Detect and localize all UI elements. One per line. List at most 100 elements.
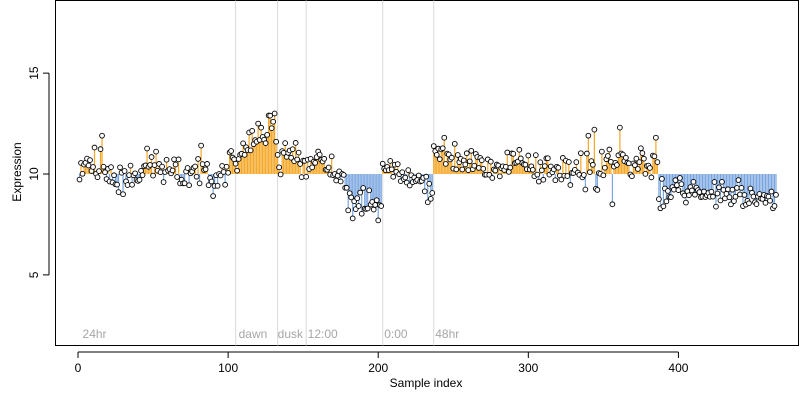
data-point bbox=[220, 169, 227, 175]
data-point bbox=[345, 207, 352, 214]
data-point bbox=[660, 203, 667, 210]
data-point bbox=[312, 159, 319, 166]
y-tick-label: 15 bbox=[27, 66, 41, 80]
data-point bbox=[632, 162, 638, 169]
data-point bbox=[540, 176, 547, 183]
data-point bbox=[120, 191, 126, 198]
data-point bbox=[651, 153, 658, 160]
data-point bbox=[567, 182, 574, 188]
data-point bbox=[258, 124, 264, 131]
data-point bbox=[202, 166, 209, 173]
data-point bbox=[271, 110, 278, 117]
data-point bbox=[192, 163, 198, 170]
data-point bbox=[364, 205, 371, 212]
data-point bbox=[510, 150, 517, 157]
data-point bbox=[581, 172, 587, 178]
data-point bbox=[390, 173, 397, 180]
data-point bbox=[270, 118, 276, 125]
data-point bbox=[193, 173, 200, 180]
data-point bbox=[439, 145, 446, 152]
data-point bbox=[79, 170, 86, 177]
data-point bbox=[421, 188, 428, 195]
data-point bbox=[87, 157, 93, 163]
data-point bbox=[636, 159, 643, 165]
data-point bbox=[741, 192, 748, 198]
data-point bbox=[475, 165, 482, 171]
data-point bbox=[354, 195, 361, 202]
data-point bbox=[225, 169, 231, 176]
data-point bbox=[585, 132, 592, 139]
data-point bbox=[710, 193, 716, 200]
x-axis-title: Sample index bbox=[390, 376, 463, 390]
data-point bbox=[696, 189, 703, 195]
y-tick-label: 10 bbox=[27, 167, 41, 181]
data-point bbox=[565, 159, 572, 165]
data-point bbox=[496, 173, 503, 180]
data-point bbox=[480, 165, 487, 172]
data-point bbox=[717, 197, 724, 204]
data-point bbox=[111, 172, 117, 179]
data-point bbox=[214, 182, 221, 189]
data-point bbox=[228, 148, 234, 154]
data-point bbox=[127, 162, 134, 169]
data-point bbox=[247, 147, 254, 154]
data-point bbox=[558, 176, 565, 183]
data-point bbox=[451, 140, 458, 147]
data-point bbox=[298, 174, 305, 180]
data-point bbox=[316, 151, 323, 158]
x-tick-label: 300 bbox=[518, 361, 538, 375]
data-point bbox=[340, 172, 347, 178]
data-point bbox=[517, 155, 524, 162]
data-point bbox=[148, 154, 155, 160]
data-point bbox=[692, 191, 698, 198]
data-point bbox=[762, 199, 769, 206]
data-point bbox=[606, 146, 613, 153]
data-point bbox=[605, 153, 611, 159]
data-point bbox=[653, 134, 659, 141]
data-point bbox=[375, 217, 382, 224]
data-point bbox=[448, 154, 455, 161]
data-point bbox=[184, 165, 191, 171]
data-point bbox=[614, 162, 620, 168]
phase-label: dawn bbox=[239, 327, 268, 341]
data-point bbox=[76, 176, 83, 183]
x-tick-label: 200 bbox=[368, 361, 388, 375]
data-point bbox=[711, 179, 718, 185]
data-point bbox=[584, 150, 590, 157]
data-point bbox=[100, 163, 107, 170]
data-point bbox=[366, 187, 373, 194]
data-point bbox=[303, 173, 310, 180]
data-point bbox=[582, 186, 589, 193]
data-point bbox=[198, 142, 204, 149]
data-point bbox=[96, 168, 102, 174]
data-point bbox=[321, 155, 328, 162]
data-point bbox=[388, 166, 395, 173]
data-point bbox=[466, 158, 473, 165]
data-point bbox=[623, 154, 629, 161]
data-point bbox=[163, 156, 170, 163]
data-point bbox=[97, 146, 104, 153]
data-point bbox=[639, 150, 646, 156]
data-point bbox=[196, 180, 203, 187]
phase-label: 24hr bbox=[83, 327, 107, 341]
x-tick-label: 100 bbox=[218, 361, 238, 375]
data-point bbox=[654, 159, 661, 165]
data-point bbox=[453, 166, 460, 173]
data-point bbox=[641, 155, 647, 162]
data-point bbox=[292, 140, 299, 146]
data-point bbox=[713, 203, 719, 210]
data-point bbox=[671, 186, 677, 193]
data-point bbox=[208, 178, 215, 185]
data-point bbox=[204, 161, 210, 167]
data-point bbox=[544, 155, 551, 162]
data-point bbox=[600, 172, 607, 179]
data-point bbox=[659, 176, 665, 182]
y-axis: 5 10 15 bbox=[27, 66, 50, 278]
phase-label: 0:00 bbox=[384, 327, 408, 341]
data-point bbox=[289, 146, 296, 153]
data-point bbox=[337, 178, 344, 185]
data-point bbox=[529, 166, 536, 173]
data-point bbox=[492, 167, 499, 174]
data-point bbox=[635, 166, 641, 172]
data-point bbox=[725, 186, 731, 193]
